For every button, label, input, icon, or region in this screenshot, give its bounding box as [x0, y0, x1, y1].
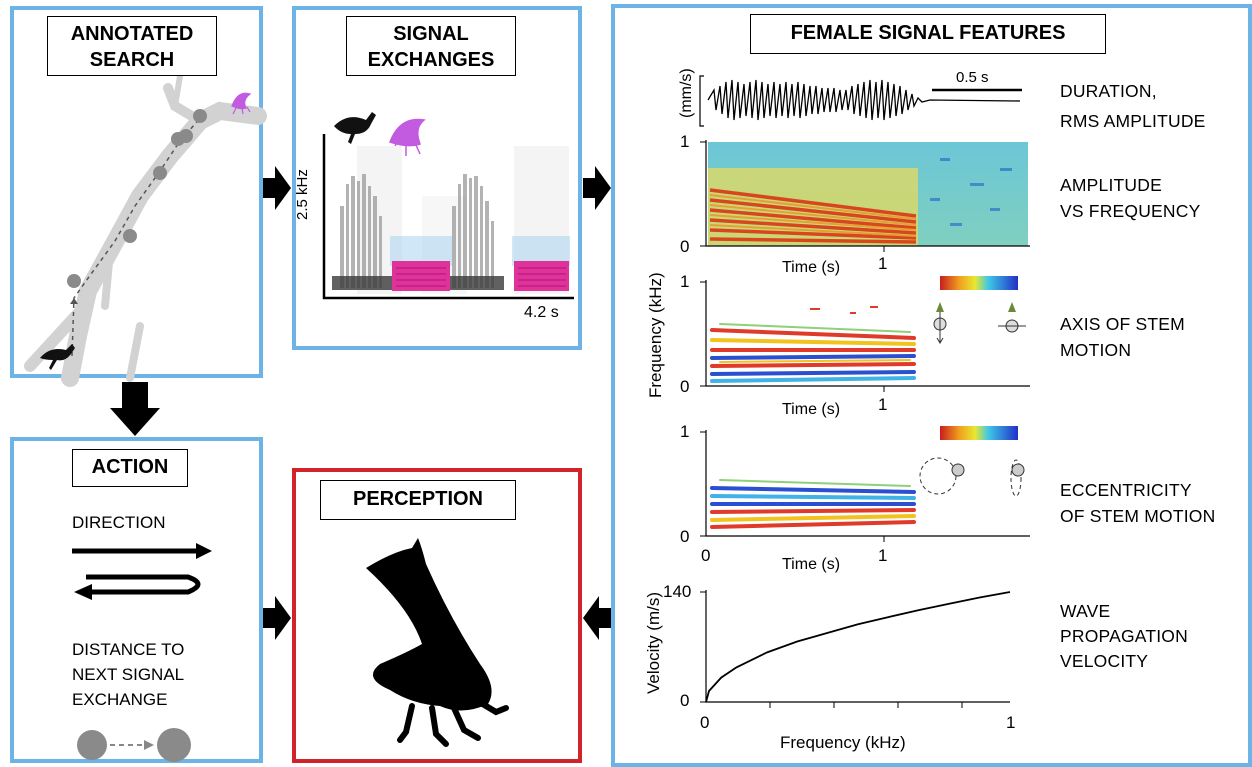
distance-label-line: DISTANCE TO: [72, 640, 185, 659]
spec2-x-label: Time (s): [782, 401, 841, 418]
vertical-motion-icon: [933, 302, 947, 344]
female-reply-bursts: [392, 261, 569, 291]
feature-line: DURATION,: [1060, 81, 1157, 101]
waveform-y-label: (mm/s): [678, 68, 695, 118]
spec3-ytick-one: 1: [680, 422, 690, 441]
stem-axis-plot: [700, 276, 1030, 392]
frequency-y-label: Frequency (kHz): [646, 272, 665, 398]
spec1-xtick-one: 1: [878, 254, 888, 273]
circular-motion-icon: [919, 457, 965, 495]
title-line: SIGNAL: [393, 23, 469, 45]
horizontal-motion-icon: [998, 302, 1026, 333]
velocity-axes: [700, 590, 1010, 708]
velocity-xtick-zero: 0: [700, 713, 710, 732]
direction-label: DIRECTION: [72, 513, 166, 532]
feature-eccentricity: ECCENTRICITY OF STEM MOTION: [1060, 477, 1215, 529]
feature-line: ECCENTRICITY: [1060, 480, 1192, 500]
action-panel: ACTION DIRECTION DISTANCE TO NEXT SIGNAL…: [10, 437, 263, 763]
waveform-trace: [707, 79, 1021, 121]
signal-exchanges-title: SIGNAL EXCHANGES: [346, 16, 516, 76]
velocity-chart: [700, 590, 1011, 708]
signal-exchanges-panel: SIGNAL EXCHANGES: [292, 6, 582, 350]
turn-around-arrow-icon: [74, 574, 201, 600]
spec3-ytick-zero: 0: [680, 527, 690, 546]
waveform-scale-label: 0.5 s: [956, 69, 989, 86]
male-insect-icon: [40, 344, 75, 370]
annotated-search-title: ANNOTATED SEARCH: [47, 16, 217, 76]
spec1-x-label: Time (s): [782, 259, 841, 276]
direction-arrow-icon: [72, 543, 212, 559]
annotated-search-panel: ANNOTATED SEARCH: [10, 6, 267, 387]
distance-label: DISTANCE TO NEXT SIGNAL EXCHANGE: [72, 637, 184, 712]
action-illustration: [72, 543, 212, 762]
feature-amplitude-frequency: AMPLITUDE VS FREQUENCY: [1060, 172, 1200, 224]
signal-exchange-spectrogram: [322, 112, 574, 300]
distance-label-line: NEXT SIGNAL: [72, 665, 185, 684]
eccentricity-bands: [710, 479, 916, 529]
title-line: ANNOTATED: [70, 23, 194, 45]
treehopper-legs-icon: [397, 697, 509, 747]
plant-stem-icon: [24, 73, 267, 387]
spectrogram-x-label: 4.2 s: [524, 304, 559, 321]
spec3-xtick-zero: 0: [701, 546, 711, 565]
perception-panel: PERCEPTION: [292, 468, 582, 763]
spec2-ytick-zero: 0: [680, 377, 690, 396]
arrow-right-icon: [263, 596, 291, 640]
spec2-xtick-one: 1: [878, 395, 888, 414]
velocity-x-label: Frequency (kHz): [780, 733, 906, 752]
feature-line: OF STEM MOTION: [1060, 506, 1216, 526]
action-title: ACTION: [72, 449, 188, 487]
colorbar: [940, 426, 1018, 440]
distance-label-line: EXCHANGE: [72, 690, 168, 709]
arrow-down-icon: [110, 382, 160, 436]
feature-line: AXIS OF STEM: [1060, 314, 1185, 334]
feature-line: VS FREQUENCY: [1060, 201, 1201, 221]
harmonic-bands: [709, 188, 917, 244]
velocity-xtick-one: 1: [1006, 713, 1016, 732]
feature-stem-axis: AXIS OF STEM MOTION: [1060, 311, 1185, 363]
feature-line: RMS AMPLITUDE: [1060, 111, 1206, 131]
male-insect-icon: [334, 112, 376, 144]
spec1-ytick-zero: 0: [680, 237, 690, 256]
distance-marker-icon: [77, 728, 191, 762]
velocity-curve: [705, 591, 1011, 703]
search-path: [71, 115, 203, 357]
spec1-ytick-one: 1: [680, 132, 690, 151]
feature-line: WAVE: [1060, 601, 1111, 621]
spec2-ytick-one: 1: [680, 272, 690, 291]
spectrogram-y-label: 2.5 kHz: [294, 169, 311, 220]
feature-wave-velocity: WAVE PROPAGATION VELOCITY: [1060, 599, 1188, 674]
title-line: EXCHANGES: [367, 49, 495, 71]
annotated-search-illustration: [24, 73, 267, 387]
spec3-xtick-one: 1: [878, 546, 888, 565]
treehopper-silhouette-icon: [366, 538, 492, 711]
female-signal-features-title: FEMALE SIGNAL FEATURES: [750, 14, 1106, 54]
perception-illustration: [366, 538, 509, 747]
stem-axis-bands: [710, 323, 916, 383]
colorbar: [940, 276, 1018, 290]
velocity-ytick-zero: 0: [680, 691, 690, 710]
perception-title: PERCEPTION: [320, 480, 516, 520]
velocity-y-label: Velocity (m/s): [644, 591, 663, 694]
feature-line: AMPLITUDE: [1060, 175, 1162, 195]
amplitude-frequency-spectrogram: [700, 140, 1030, 252]
waveform-plot: [699, 75, 1022, 127]
velocity-series: [705, 591, 1011, 703]
spec3-x-label: Time (s): [782, 556, 841, 573]
stem-eccentricity-plot: [700, 426, 1030, 542]
feature-duration: DURATION, RMS AMPLITUDE: [1060, 76, 1206, 136]
velocity-ytick-top: 140: [663, 582, 692, 601]
feature-line: VELOCITY: [1060, 651, 1149, 671]
feature-line: MOTION: [1060, 340, 1132, 360]
signal-exchange-markers: [67, 109, 207, 288]
female-insect-icon: [231, 92, 252, 115]
arrow-right-icon: [583, 166, 611, 210]
male-call-bursts: [340, 174, 494, 288]
title-line: SEARCH: [89, 49, 175, 71]
arrow-left-icon: [583, 596, 611, 640]
feature-line: PROPAGATION: [1060, 626, 1188, 646]
linear-motion-icon: [1010, 459, 1025, 497]
arrow-right-icon: [263, 166, 291, 210]
